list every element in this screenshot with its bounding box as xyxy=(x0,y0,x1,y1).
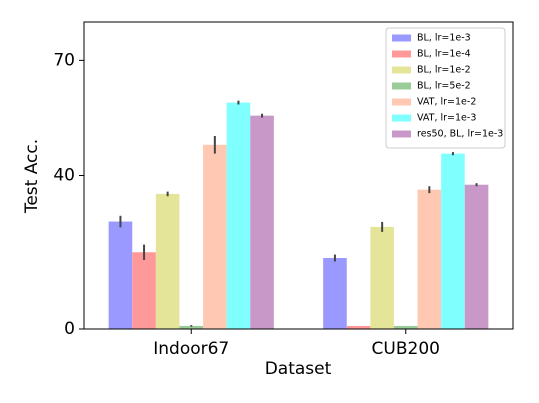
legend-swatch xyxy=(392,66,411,74)
bar xyxy=(417,189,442,329)
y-tick-label: 70 xyxy=(53,50,75,70)
legend-label: VAT, lr=1e-3 xyxy=(417,113,476,124)
bar xyxy=(441,153,465,329)
bar xyxy=(370,226,394,329)
legend-swatch xyxy=(392,114,411,122)
bar xyxy=(155,193,180,329)
bar xyxy=(226,102,251,330)
legend-label: BL, lr=5e-2 xyxy=(417,81,471,92)
bar xyxy=(108,221,133,329)
legend-swatch xyxy=(392,130,411,138)
bar xyxy=(203,144,227,329)
x-tick-label: Indoor67 xyxy=(153,339,229,359)
bar xyxy=(250,115,274,329)
bar xyxy=(393,325,418,329)
legend-label: res50, BL, lr=1e-3 xyxy=(417,129,503,140)
legend-label: VAT, lr=1e-2 xyxy=(417,97,476,108)
bar xyxy=(179,325,204,329)
bar xyxy=(346,325,371,329)
legend-box xyxy=(385,27,506,149)
x-tick-label: CUB200 xyxy=(372,339,440,359)
legend-label: BL, lr=1e-2 xyxy=(417,65,471,76)
legend-label: BL, lr=1e-3 xyxy=(417,33,471,44)
plot-frame xyxy=(83,21,514,330)
bar xyxy=(464,184,489,329)
y-tick-label: 0 xyxy=(64,319,75,339)
legend-swatch xyxy=(392,98,411,106)
legend-swatch xyxy=(392,34,411,42)
y-tick-label: 40 xyxy=(53,166,75,186)
y-axis-label: Test Acc. xyxy=(22,139,42,214)
bar xyxy=(323,258,347,329)
legend-swatch xyxy=(392,82,411,90)
bar xyxy=(132,252,156,329)
legend-swatch xyxy=(392,50,411,58)
x-axis-label: Dataset xyxy=(265,359,332,379)
legend-label: BL, lr=1e-4 xyxy=(417,49,471,60)
